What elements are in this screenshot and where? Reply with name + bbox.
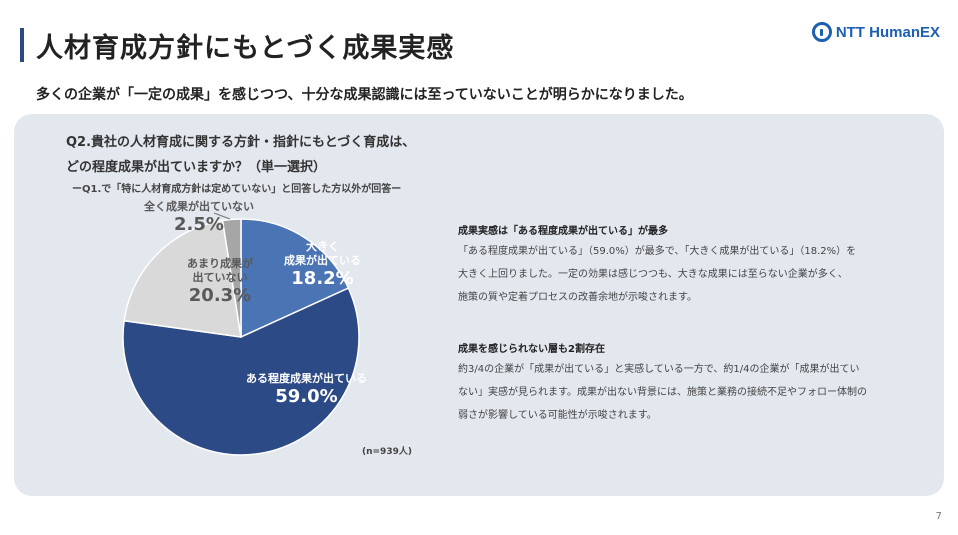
finding-1-line: 大きく上回りました。一定の効果は感じつつも、大きな成果には至らない企業が多く、 — [458, 269, 848, 280]
finding-2-line: 約3/4の企業が「成果が出ている」と実感している一方で、約1/4の企業が「成果が… — [458, 364, 860, 375]
question-text-line1: Q2.貴社の人材育成に関する方針・指針にもとづく育成は、 — [66, 135, 416, 150]
slice-name: 大きく — [306, 240, 339, 253]
slice-label: あまり成果が 出ていない 20.3% — [187, 257, 253, 307]
slice-value: 2.5% — [174, 213, 224, 235]
sample-size-note: (n=939人) — [362, 447, 412, 457]
slice-value: 59.0% — [275, 385, 338, 407]
logo-text: NTT HumanEX — [835, 23, 940, 41]
finding-1-line: 「ある程度成果が出ている」（59.0%）が最多で、「大きく成果が出ている」（18… — [458, 246, 857, 257]
pie-slice — [122, 287, 360, 456]
pie-slice — [123, 219, 242, 338]
slice-name: 全く成果が出ていない — [144, 200, 254, 213]
slice-label: 大きく 成果が出ている 18.2% — [284, 240, 361, 290]
slice-name: あまり成果が — [187, 257, 253, 270]
finding-2-body: 約3/4の企業が「成果が出ている」と実感している一方で、約1/4の企業が「成果が… — [458, 358, 933, 427]
question-text-line2: どの程度成果が出ていますか？（単一選択） — [66, 160, 327, 175]
finding-2-heading: 成果を感じられない層も2割存在 — [458, 344, 605, 355]
pie-slice — [221, 218, 242, 338]
slice-label: 全く成果が出ていない 2.5% — [144, 200, 254, 236]
logo-mark-icon — [811, 22, 832, 42]
finding-1-heading: 成果実感は「ある程度成果が出ている」が最多 — [458, 226, 668, 237]
page-title: 人材育成方針にもとづく成果実感 — [36, 33, 455, 64]
slice-value: 20.3% — [188, 284, 252, 306]
company-logo: NTT HumanEX — [811, 22, 940, 42]
slice-name: 出ていない — [192, 270, 248, 284]
finding-1-body: 「ある程度成果が出ている」（59.0%）が最多で、「大きく成果が出ている」（18… — [458, 240, 933, 309]
finding-2-line: 弱さが影響している可能性が示唆されます。 — [458, 410, 657, 421]
slice-name: 成果が出ている — [284, 253, 361, 267]
pie-slice — [240, 218, 350, 339]
question-note: ーQ1.で「特に人材育成方針は定めていない」と回答した方以外が回答ー — [72, 184, 402, 195]
finding-2-line: ない」実感が見られます。成果が出ない背景には、施策と業務の接続不足やフォロー体制… — [458, 387, 867, 398]
slice-label: ある程度成果が出ている 59.0% — [246, 372, 367, 408]
page-number: 7 — [935, 511, 942, 522]
page-subtitle: 多くの企業が「一定の成果」を感じつつ、十分な成果認識には至っていないことが明らか… — [36, 87, 693, 103]
slice-name: ある程度成果が出ている — [246, 372, 367, 385]
slice-value: 18.2% — [291, 267, 354, 289]
finding-1-line: 施策の質や定着プロセスの改善余地が示唆されます。 — [458, 292, 697, 303]
title-accent-bar — [20, 28, 24, 62]
slice-leader-line — [213, 212, 231, 220]
